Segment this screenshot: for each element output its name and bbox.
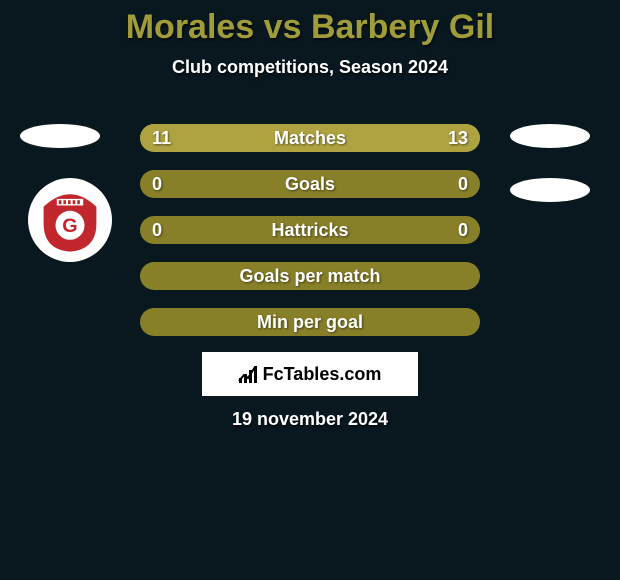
stat-row: 00Hattricks: [140, 216, 480, 244]
left-team-ellipse: [20, 124, 100, 148]
logo-text: FcTables.com: [263, 364, 382, 385]
stat-label: Matches: [140, 124, 480, 152]
stat-row: 00Goals: [140, 170, 480, 198]
right-team-ellipse-2: [510, 178, 590, 202]
snapshot-date: 19 november 2024: [0, 409, 620, 430]
stat-row: 1113Matches: [140, 124, 480, 152]
stats-rows: 1113Matches 00Goals 00Hattricks Goals per m…: [140, 124, 480, 354]
stat-label: Goals: [140, 170, 480, 198]
stat-row: Goals per match: [140, 262, 480, 290]
svg-text:G: G: [62, 215, 77, 237]
comparison-title: Morales vs Barbery Gil: [0, 0, 620, 47]
right-team-ellipse: [510, 124, 590, 148]
club-crest-icon: G: [37, 187, 103, 253]
stat-label: Hattricks: [140, 216, 480, 244]
fctables-logo: FcTables.com: [202, 352, 418, 396]
stat-label: Min per goal: [140, 308, 480, 336]
stat-row: Min per goal: [140, 308, 480, 336]
comparison-subtitle: Club competitions, Season 2024: [0, 57, 620, 78]
trend-line-icon: [237, 364, 257, 384]
left-team-badge: G: [28, 178, 112, 262]
stat-label: Goals per match: [140, 262, 480, 290]
